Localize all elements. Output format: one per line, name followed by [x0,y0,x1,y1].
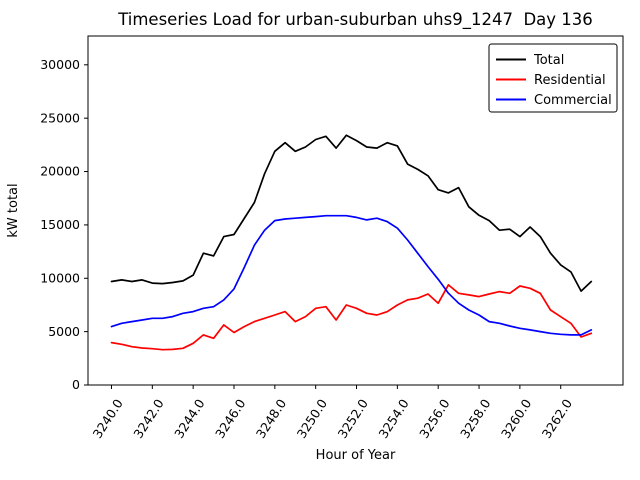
y-tick-label: 5000 [48,324,80,339]
chart-title: Timeseries Load for urban-suburban uhs9_… [117,10,593,30]
legend-box [488,43,618,113]
x-tick-label: 3240.0 [90,396,126,441]
x-tick-label: 3250.0 [294,396,330,441]
x-axis-label: Hour of Year [316,448,396,463]
y-tick-label: 10000 [40,270,80,285]
series-line-total [110,134,593,292]
x-tick-label: 3248.0 [253,396,289,441]
series-line-commercial [110,214,593,336]
x-tick-label: 3256.0 [416,396,452,441]
y-tick-label: 20000 [40,164,80,179]
y-tick-label: 25000 [40,110,80,125]
y-axis-ticks: 0 5000 10000 15000 20000 25000 30000 [40,57,88,392]
legend-label-commercial: Commercial [534,93,612,108]
series-line-residential [110,284,593,351]
x-tick-label: 3254.0 [375,396,411,441]
x-tick-label: 3252.0 [335,396,371,441]
legend-label-total: Total [533,53,564,68]
x-axis-ticks: 3240.0 3242.0 3244.0 3246.0 3248.0 3250.0 3252… [90,385,575,441]
x-tick-label: 3242.0 [130,396,166,441]
legend: Total Residential Commercial [488,43,618,113]
x-tick-label: 3260.0 [498,396,534,441]
series-lines [110,134,593,351]
legend-label-residential: Residential [534,73,606,88]
y-tick-label: 15000 [40,217,80,232]
plot-area-border [87,35,624,386]
x-tick-label: 3258.0 [457,396,493,441]
x-tick-label: 3246.0 [212,396,248,441]
y-tick-label: 30000 [40,57,80,72]
x-tick-label: 3262.0 [539,396,575,441]
y-tick-label: 0 [72,377,80,392]
y-axis-label: kW total [6,183,21,237]
x-tick-label: 3244.0 [171,396,207,441]
